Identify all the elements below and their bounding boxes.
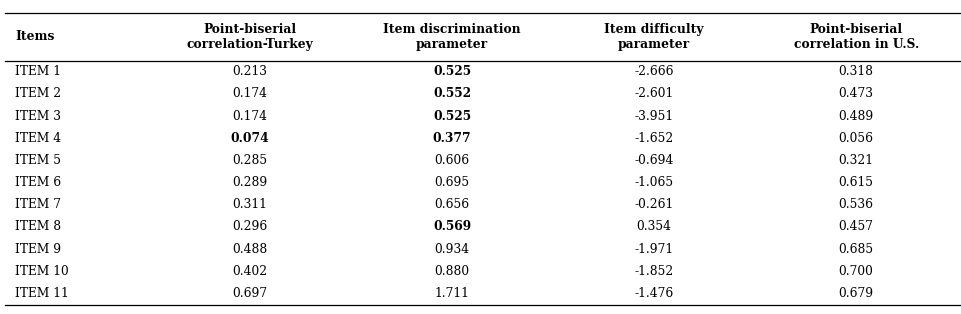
Text: 0.695: 0.695 [434, 176, 469, 189]
Text: 0.354: 0.354 [636, 220, 671, 234]
Text: ITEM 4: ITEM 4 [15, 132, 62, 145]
Text: ITEM 1: ITEM 1 [15, 65, 62, 78]
Text: 0.174: 0.174 [233, 88, 267, 100]
Text: Point-biserial
correlation-Turkey: Point-biserial correlation-Turkey [186, 23, 313, 51]
Text: 0.311: 0.311 [233, 198, 267, 211]
Text: ITEM 3: ITEM 3 [15, 110, 62, 123]
Text: 0.285: 0.285 [233, 154, 267, 167]
Text: ITEM 6: ITEM 6 [15, 176, 62, 189]
Text: 0.656: 0.656 [434, 198, 469, 211]
Text: ITEM 11: ITEM 11 [15, 287, 69, 300]
Text: 0.489: 0.489 [838, 110, 873, 123]
Text: Item difficulty
parameter: Item difficulty parameter [604, 23, 703, 51]
Text: 0.213: 0.213 [233, 65, 267, 78]
Text: Point-biserial
correlation in U.S.: Point-biserial correlation in U.S. [793, 23, 918, 51]
Text: Items: Items [15, 30, 55, 43]
Text: 0.880: 0.880 [434, 265, 469, 278]
Text: 0.552: 0.552 [432, 88, 471, 100]
Text: 0.606: 0.606 [434, 154, 469, 167]
Text: 0.296: 0.296 [233, 220, 267, 234]
Text: 0.402: 0.402 [233, 265, 267, 278]
Text: 0.174: 0.174 [233, 110, 267, 123]
Text: 0.289: 0.289 [233, 176, 267, 189]
Text: -2.666: -2.666 [633, 65, 674, 78]
Text: ITEM 7: ITEM 7 [15, 198, 62, 211]
Text: 0.934: 0.934 [434, 243, 469, 256]
Text: -1.971: -1.971 [634, 243, 673, 256]
Text: Item discrimination
parameter: Item discrimination parameter [382, 23, 521, 51]
Text: 0.318: 0.318 [838, 65, 873, 78]
Text: -1.065: -1.065 [634, 176, 673, 189]
Text: 0.056: 0.056 [838, 132, 873, 145]
Text: 0.685: 0.685 [838, 243, 873, 256]
Text: -1.476: -1.476 [634, 287, 673, 300]
Text: 0.321: 0.321 [838, 154, 873, 167]
Text: 1.711: 1.711 [434, 287, 469, 300]
Text: ITEM 8: ITEM 8 [15, 220, 62, 234]
Text: 0.700: 0.700 [838, 265, 873, 278]
Text: -2.601: -2.601 [634, 88, 673, 100]
Text: 0.473: 0.473 [838, 88, 873, 100]
Text: 0.377: 0.377 [432, 132, 471, 145]
Text: ITEM 2: ITEM 2 [15, 88, 62, 100]
Text: 0.615: 0.615 [838, 176, 873, 189]
Text: 0.536: 0.536 [838, 198, 873, 211]
Text: ITEM 10: ITEM 10 [15, 265, 69, 278]
Text: 0.074: 0.074 [231, 132, 269, 145]
Text: 0.569: 0.569 [432, 220, 471, 234]
Text: ITEM 5: ITEM 5 [15, 154, 62, 167]
Text: ITEM 9: ITEM 9 [15, 243, 62, 256]
Text: -3.951: -3.951 [634, 110, 673, 123]
Text: -1.652: -1.652 [634, 132, 673, 145]
Text: 0.525: 0.525 [432, 110, 471, 123]
Text: -0.694: -0.694 [634, 154, 673, 167]
Text: 0.697: 0.697 [233, 287, 267, 300]
Text: 0.525: 0.525 [432, 65, 471, 78]
Text: -1.852: -1.852 [634, 265, 673, 278]
Text: -0.261: -0.261 [634, 198, 673, 211]
Text: 0.457: 0.457 [838, 220, 873, 234]
Text: 0.679: 0.679 [838, 287, 873, 300]
Text: 0.488: 0.488 [233, 243, 267, 256]
